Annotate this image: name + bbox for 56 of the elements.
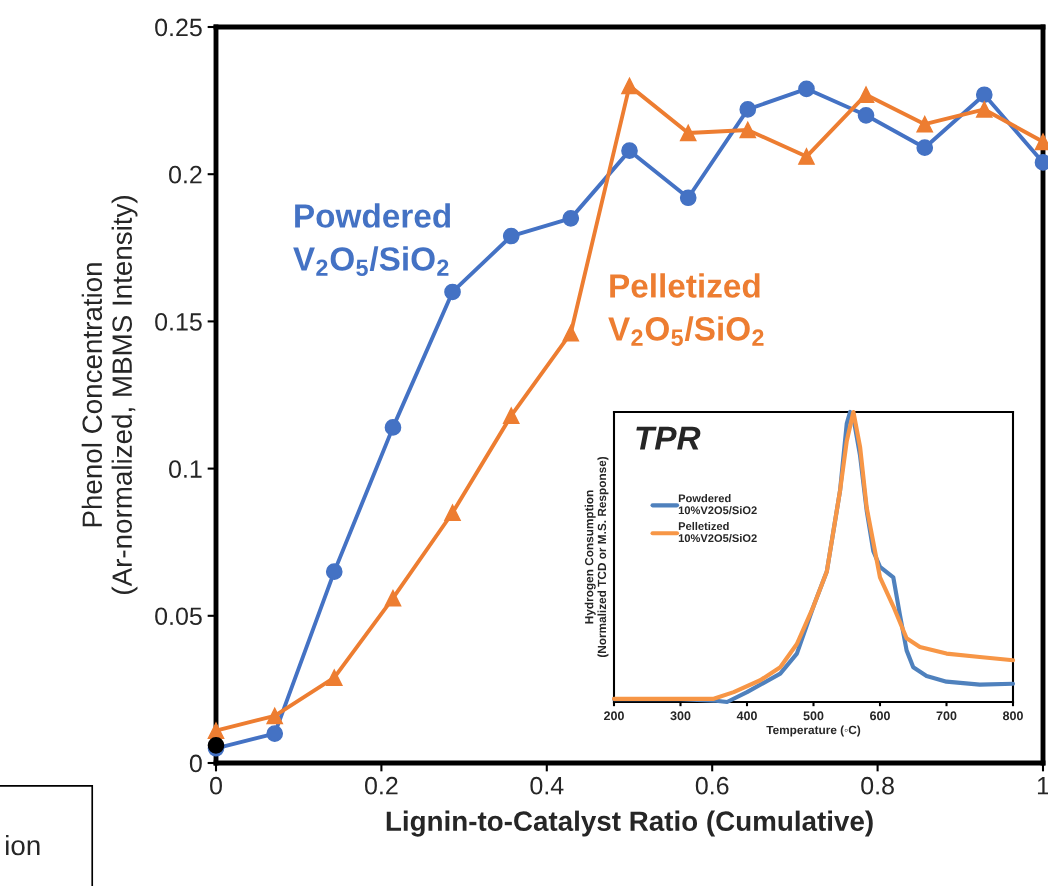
x-tick-label: 0.4 — [530, 776, 564, 795]
point — [384, 419, 402, 436]
x-tick-label: 500 — [803, 711, 824, 721]
x-tick-label: 0.8 — [861, 776, 894, 795]
point — [739, 101, 757, 118]
x-tick-label: 600 — [870, 711, 890, 721]
legend-label: Powdered 10%V2O5/SiO2 — [678, 494, 757, 515]
x-tick-label: 1 — [1037, 777, 1048, 795]
point — [798, 80, 815, 98]
point — [325, 669, 343, 686]
point — [679, 189, 697, 207]
point — [857, 106, 875, 124]
point — [621, 142, 638, 159]
x-tick-label: 300 — [670, 711, 691, 721]
x-tick-label: 700 — [936, 711, 957, 721]
y-tick-label: 0.2 — [169, 165, 202, 184]
point — [502, 227, 520, 245]
point — [502, 407, 520, 424]
point — [207, 722, 225, 739]
annotation: TPR — [636, 426, 701, 450]
x-tick-label: 0 — [210, 776, 222, 795]
point — [798, 148, 815, 165]
y-tick-label: 0.05 — [155, 607, 202, 626]
point — [739, 121, 757, 139]
point — [266, 707, 284, 725]
point — [562, 210, 580, 227]
point — [621, 77, 638, 95]
series-label: Pelletized V$_{2}$O$_{5}$/SiO$_{2}$ — [608, 273, 764, 346]
point — [266, 725, 284, 742]
x-axis-title: Temperature (◦C) — [766, 725, 861, 737]
point — [384, 589, 402, 607]
y-axis-title: Phenol Concentration (Ar-normalized, MBMS Intensity) — [81, 196, 138, 594]
text: ion — [6, 834, 40, 856]
x-tick-label: 400 — [736, 711, 757, 721]
point — [679, 124, 697, 142]
point — [857, 86, 875, 104]
point — [916, 115, 934, 133]
x-tick-label: 800 — [1002, 711, 1023, 721]
y-tick-label: 0.15 — [155, 313, 202, 331]
y-axis-title: Hydrogen Consumption (Normalized TCD or M.S. Response) — [584, 456, 609, 658]
point — [562, 324, 580, 342]
point — [975, 101, 993, 118]
y-tick-label: 0.1 — [169, 460, 202, 478]
point — [916, 139, 934, 157]
x-axis-title: Lignin-to-Catalyst Ratio (Cumulative) — [386, 810, 873, 837]
x-tick-label: 200 — [604, 711, 624, 721]
x-tick-label: 0.6 — [695, 776, 729, 795]
point — [444, 504, 461, 522]
legend-label: Pelletized 10%V2O5/SiO2 — [678, 521, 757, 543]
point — [325, 563, 343, 580]
point — [975, 86, 993, 104]
x-tick-label: 0.2 — [365, 776, 398, 795]
point — [444, 283, 461, 301]
y-tick-label: 0 — [189, 754, 202, 773]
y-tick-label: 0.25 — [155, 18, 202, 37]
series-label: Powdered V$_{2}$O$_{5}$/SiO$_{2}$ — [293, 203, 451, 276]
